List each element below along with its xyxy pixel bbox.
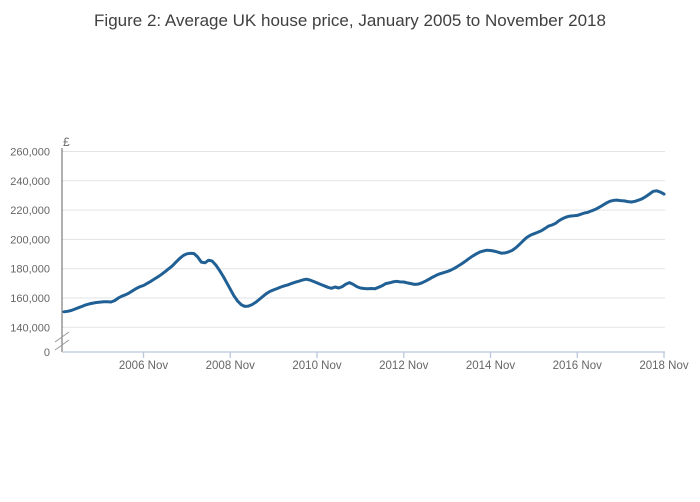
y-tick-label: 260,000 [10, 147, 50, 159]
axis-break-mark [54, 339, 70, 351]
y-tick-label: 140,000 [10, 322, 50, 334]
y-tick-label: 180,000 [10, 264, 50, 276]
y-tick-label-zero: 0 [44, 347, 50, 359]
x-tick-label: 2016 Nov [553, 360, 602, 372]
y-tick-label: 240,000 [10, 176, 50, 188]
x-tick-label: 2010 Nov [292, 360, 341, 372]
y-tick-label: 200,000 [10, 234, 50, 246]
x-tick-label: 2006 Nov [119, 360, 168, 372]
y-tick-label: 160,000 [10, 293, 50, 305]
x-tick-label: 2018 Nov [639, 360, 688, 372]
x-tick-label: 2014 Nov [466, 360, 515, 372]
y-axis-unit-label: £ [63, 135, 70, 149]
x-tick-label: 2008 Nov [206, 360, 255, 372]
price-line-series [62, 189, 666, 314]
axis-break-mark [54, 331, 70, 343]
x-tick-label: 2012 Nov [379, 360, 428, 372]
chart-title: Figure 2: Average UK house price, Januar… [94, 11, 606, 30]
y-tick-label: 220,000 [10, 205, 50, 217]
